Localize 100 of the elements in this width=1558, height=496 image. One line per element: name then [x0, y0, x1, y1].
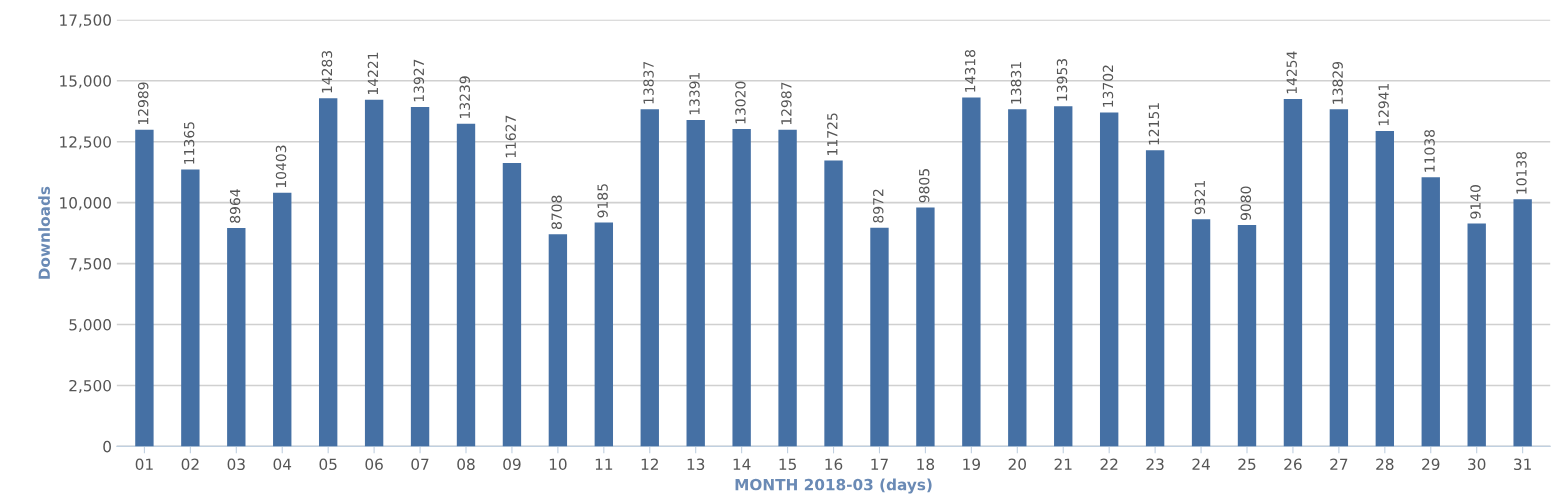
y-axis-title: Downloads [38, 186, 51, 279]
bar [227, 227, 246, 447]
x-tick-label: 05 [319, 458, 337, 471]
data-label: 8972 [873, 189, 884, 223]
data-label: 13837 [643, 61, 654, 104]
bar [870, 227, 889, 447]
y-tick-label: 5,000 [69, 318, 111, 333]
data-label: 9185 [597, 184, 608, 218]
bar [1145, 150, 1165, 447]
x-tick-label: 12 [641, 458, 658, 470]
y-tick-label: 0 [103, 440, 111, 453]
x-tick-label: 30 [1468, 458, 1486, 471]
data-label: 9321 [1194, 180, 1206, 215]
bar [181, 169, 200, 447]
x-tick-label: 16 [825, 458, 843, 471]
data-label: 8964 [229, 189, 241, 223]
data-label: 10403 [275, 145, 287, 188]
data-label: 13391 [689, 72, 700, 115]
x-tick-label: 31 [1514, 458, 1531, 471]
bar [456, 123, 476, 447]
x-tick-label: 06 [365, 458, 383, 471]
x-tick-label: 07 [411, 458, 429, 471]
x-axis-title: MONTH 2018-03 (days) [735, 478, 932, 494]
data-label: 9080 [1240, 186, 1252, 221]
y-tick-label: 10,000 [60, 197, 111, 211]
data-label: 13702 [1102, 65, 1114, 107]
x-tick-label: 19 [963, 458, 980, 471]
bar [1421, 177, 1440, 447]
data-label: 13829 [1332, 61, 1343, 104]
data-label: 12987 [781, 82, 792, 125]
bar [686, 120, 705, 447]
data-label: 14318 [964, 50, 976, 92]
x-tick-label: 13 [687, 458, 705, 471]
bar [548, 234, 568, 447]
data-label: 11627 [505, 115, 516, 158]
bar [273, 192, 292, 447]
data-label: 13020 [735, 81, 746, 124]
bar [1054, 106, 1073, 447]
bar [962, 97, 981, 447]
x-tick-label: 17 [871, 458, 888, 470]
x-tick-label: 22 [1100, 458, 1118, 470]
bar [1008, 109, 1027, 447]
y-tick-label: 2,500 [69, 379, 111, 394]
data-label: 12151 [1148, 103, 1160, 145]
data-label: 13831 [1010, 62, 1022, 104]
bar [410, 106, 430, 447]
bar [594, 222, 614, 447]
x-tick-label: 28 [1376, 458, 1394, 471]
y-tick-label: 7,500 [69, 258, 111, 272]
data-label: 9140 [1470, 185, 1481, 219]
data-label: 10138 [1516, 151, 1527, 194]
data-label: 8708 [551, 195, 562, 230]
bar [778, 129, 797, 447]
bar [916, 207, 935, 447]
x-tick-label: 20 [1008, 458, 1026, 471]
y-tick-label: 17,500 [60, 14, 111, 28]
bar [1237, 225, 1257, 447]
bar [1375, 130, 1395, 447]
bar [1513, 199, 1532, 447]
x-tick-label: 15 [779, 458, 796, 471]
data-label: 12941 [1378, 83, 1389, 126]
bar [732, 129, 751, 447]
x-tick-label: 03 [227, 458, 245, 471]
x-tick-label: 29 [1422, 458, 1440, 471]
bar [824, 160, 843, 447]
data-label: 14221 [367, 52, 378, 95]
x-tick-label: 10 [549, 458, 567, 471]
x-tick-label: 26 [1284, 458, 1302, 471]
bar [1329, 109, 1349, 447]
x-tick-label: 27 [1330, 458, 1348, 470]
x-tick-label: 23 [1146, 458, 1164, 471]
data-label: 9805 [918, 169, 930, 203]
x-tick-label: 01 [135, 458, 153, 471]
x-tick-label: 04 [273, 458, 292, 471]
bar [1283, 98, 1303, 447]
data-label: 14283 [321, 51, 333, 93]
x-tick-label: 14 [733, 458, 751, 470]
bar [1191, 219, 1211, 447]
y-tick-label: 15,000 [60, 75, 111, 89]
bar [318, 98, 338, 447]
x-tick-label: 24 [1192, 458, 1210, 470]
x-tick-label: 09 [503, 458, 521, 471]
x-tick-label: 11 [595, 458, 613, 470]
data-label: 11365 [183, 122, 195, 164]
data-label: 13239 [459, 76, 471, 119]
data-label: 12989 [137, 82, 149, 125]
data-label: 11725 [827, 113, 838, 155]
bar [1467, 223, 1486, 447]
data-label: 11038 [1424, 129, 1435, 172]
x-tick-label: 18 [917, 458, 935, 471]
data-label: 13953 [1056, 59, 1068, 101]
x-tick-label: 25 [1238, 458, 1256, 471]
bar [1099, 112, 1119, 447]
data-label: 14254 [1286, 51, 1297, 94]
bar [364, 99, 384, 447]
x-tick-label: 08 [457, 458, 475, 471]
data-label: 13927 [413, 59, 425, 102]
x-tick-label: 02 [181, 458, 199, 471]
bar [640, 109, 659, 447]
x-tick-label: 21 [1054, 458, 1072, 470]
